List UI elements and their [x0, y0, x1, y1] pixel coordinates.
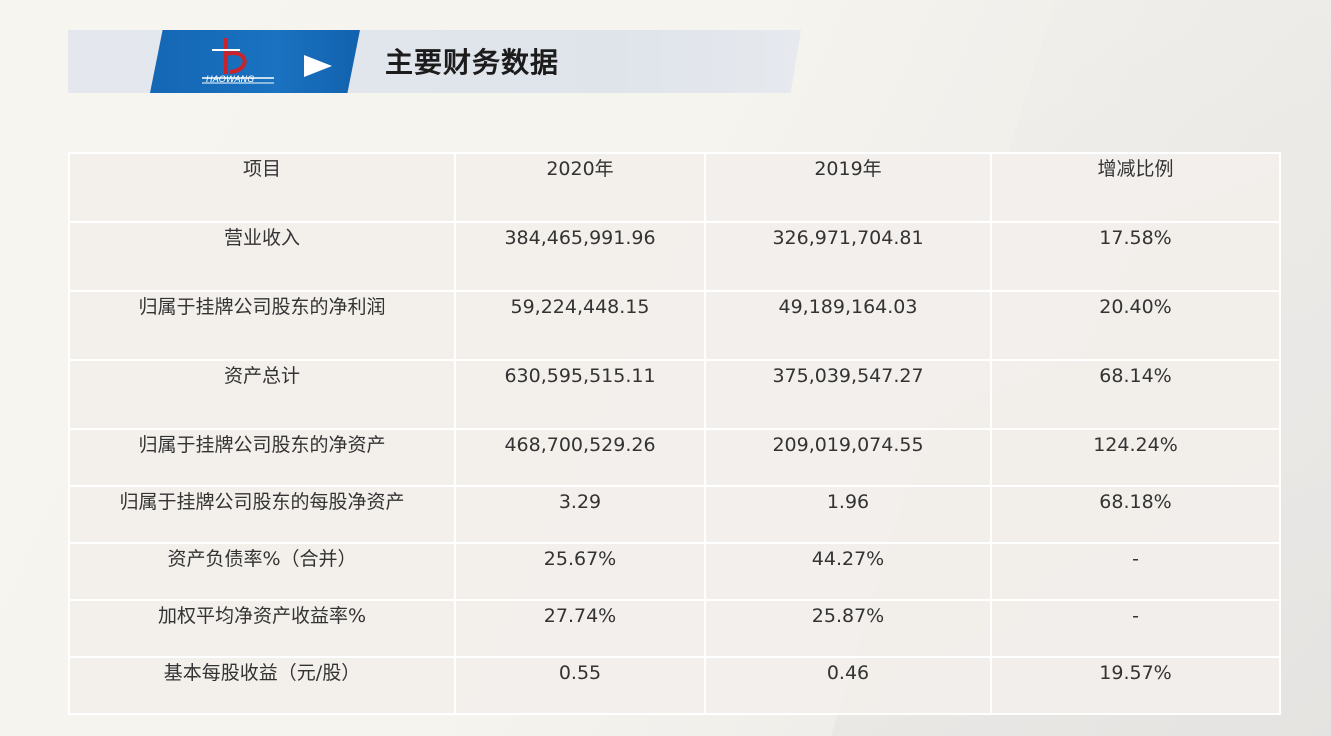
table-row: 资产总计 630,595,515.11 375,039,547.27 68.14…	[68, 359, 1281, 430]
row-label: 归属于挂牌公司股东的净利润	[68, 290, 456, 361]
row-label: 加权平均净资产收益率%	[68, 599, 456, 658]
value-2019: 44.27%	[704, 542, 992, 601]
value-2020: 27.74%	[454, 599, 706, 658]
table-row: 归属于挂牌公司股东的每股净资产 3.29 1.96 68.18%	[68, 485, 1281, 544]
row-label: 资产总计	[68, 359, 456, 430]
column-header-item: 项目	[68, 152, 456, 223]
value-2019: 375,039,547.27	[704, 359, 992, 430]
value-2019: 1.96	[704, 485, 992, 544]
value-2019: 326,971,704.81	[704, 221, 992, 292]
page-title: 主要财务数据	[385, 46, 560, 79]
value-2019: 25.87%	[704, 599, 992, 658]
column-header-change: 增减比例	[990, 152, 1281, 223]
table-header-row: 项目 2020年 2019年 增减比例	[68, 152, 1281, 223]
table-row: 归属于挂牌公司股东的净利润 59,224,448.15 49,189,164.0…	[68, 290, 1281, 361]
change-ratio: 20.40%	[990, 290, 1281, 361]
table-row: 加权平均净资产收益率% 27.74% 25.87% -	[68, 599, 1281, 658]
change-ratio: 68.18%	[990, 485, 1281, 544]
change-ratio: -	[990, 542, 1281, 601]
value-2020: 0.55	[454, 656, 706, 715]
column-header-2019: 2019年	[704, 152, 992, 223]
row-label: 资产负债率%（合并）	[68, 542, 456, 601]
value-2019: 209,019,074.55	[704, 428, 992, 487]
change-ratio: -	[990, 599, 1281, 658]
value-2020: 384,465,991.96	[454, 221, 706, 292]
play-arrow-icon	[304, 55, 332, 77]
financial-data-table: 项目 2020年 2019年 增减比例 营业收入 384,465,991.96 …	[68, 152, 1281, 715]
logo-text: HAOWANG	[206, 75, 254, 85]
table-row: 资产负债率%（合并） 25.67% 44.27% -	[68, 542, 1281, 601]
row-label: 归属于挂牌公司股东的净资产	[68, 428, 456, 487]
change-ratio: 17.58%	[990, 221, 1281, 292]
table-row: 营业收入 384,465,991.96 326,971,704.81 17.58…	[68, 221, 1281, 292]
value-2020: 59,224,448.15	[454, 290, 706, 361]
row-label: 归属于挂牌公司股东的每股净资产	[68, 485, 456, 544]
row-label: 基本每股收益（元/股）	[68, 656, 456, 715]
value-2019: 49,189,164.03	[704, 290, 992, 361]
value-2020: 25.67%	[454, 542, 706, 601]
table-row: 基本每股收益（元/股） 0.55 0.46 19.57%	[68, 656, 1281, 715]
value-2020: 468,700,529.26	[454, 428, 706, 487]
table-row: 归属于挂牌公司股东的净资产 468,700,529.26 209,019,074…	[68, 428, 1281, 487]
value-2020: 3.29	[454, 485, 706, 544]
value-2020: 630,595,515.11	[454, 359, 706, 430]
value-2019: 0.46	[704, 656, 992, 715]
company-logo: HAOWANG	[202, 38, 274, 85]
change-ratio: 68.14%	[990, 359, 1281, 430]
change-ratio: 19.57%	[990, 656, 1281, 715]
change-ratio: 124.24%	[990, 428, 1281, 487]
column-header-2020: 2020年	[454, 152, 706, 223]
row-label: 营业收入	[68, 221, 456, 292]
